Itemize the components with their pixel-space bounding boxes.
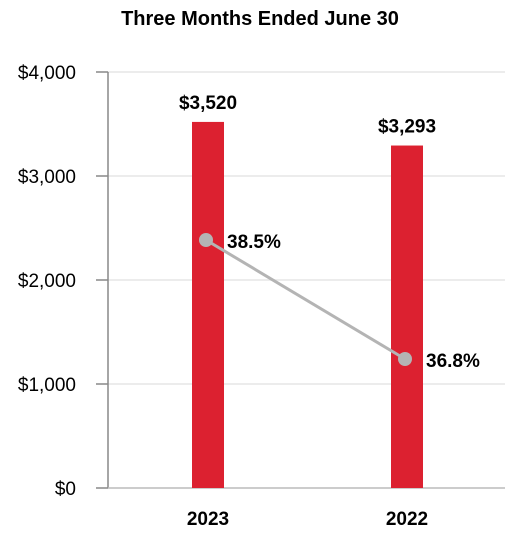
y-tick-label: $0 — [55, 479, 76, 500]
y-tick-label: $3,000 — [18, 167, 76, 188]
bar-value-label: $3,520 — [179, 93, 237, 114]
y-tick-label: $2,000 — [18, 271, 76, 292]
bar — [192, 121, 224, 489]
ratio-label: 36.8% — [426, 351, 480, 372]
bar — [391, 145, 423, 488]
ratio-label: 38.5% — [227, 232, 281, 253]
ratio-line — [205, 238, 406, 361]
bar-value-label: $3,293 — [378, 117, 436, 138]
x-tick-label: 2023 — [187, 509, 229, 530]
ratio-point — [398, 352, 412, 366]
y-tick-label: $4,000 — [18, 63, 76, 84]
chart-title: Three Months Ended June 30 — [121, 8, 399, 30]
y-tick-label: $1,000 — [18, 375, 76, 396]
x-tick-label: 2022 — [386, 509, 428, 530]
ratio-point — [199, 233, 213, 247]
